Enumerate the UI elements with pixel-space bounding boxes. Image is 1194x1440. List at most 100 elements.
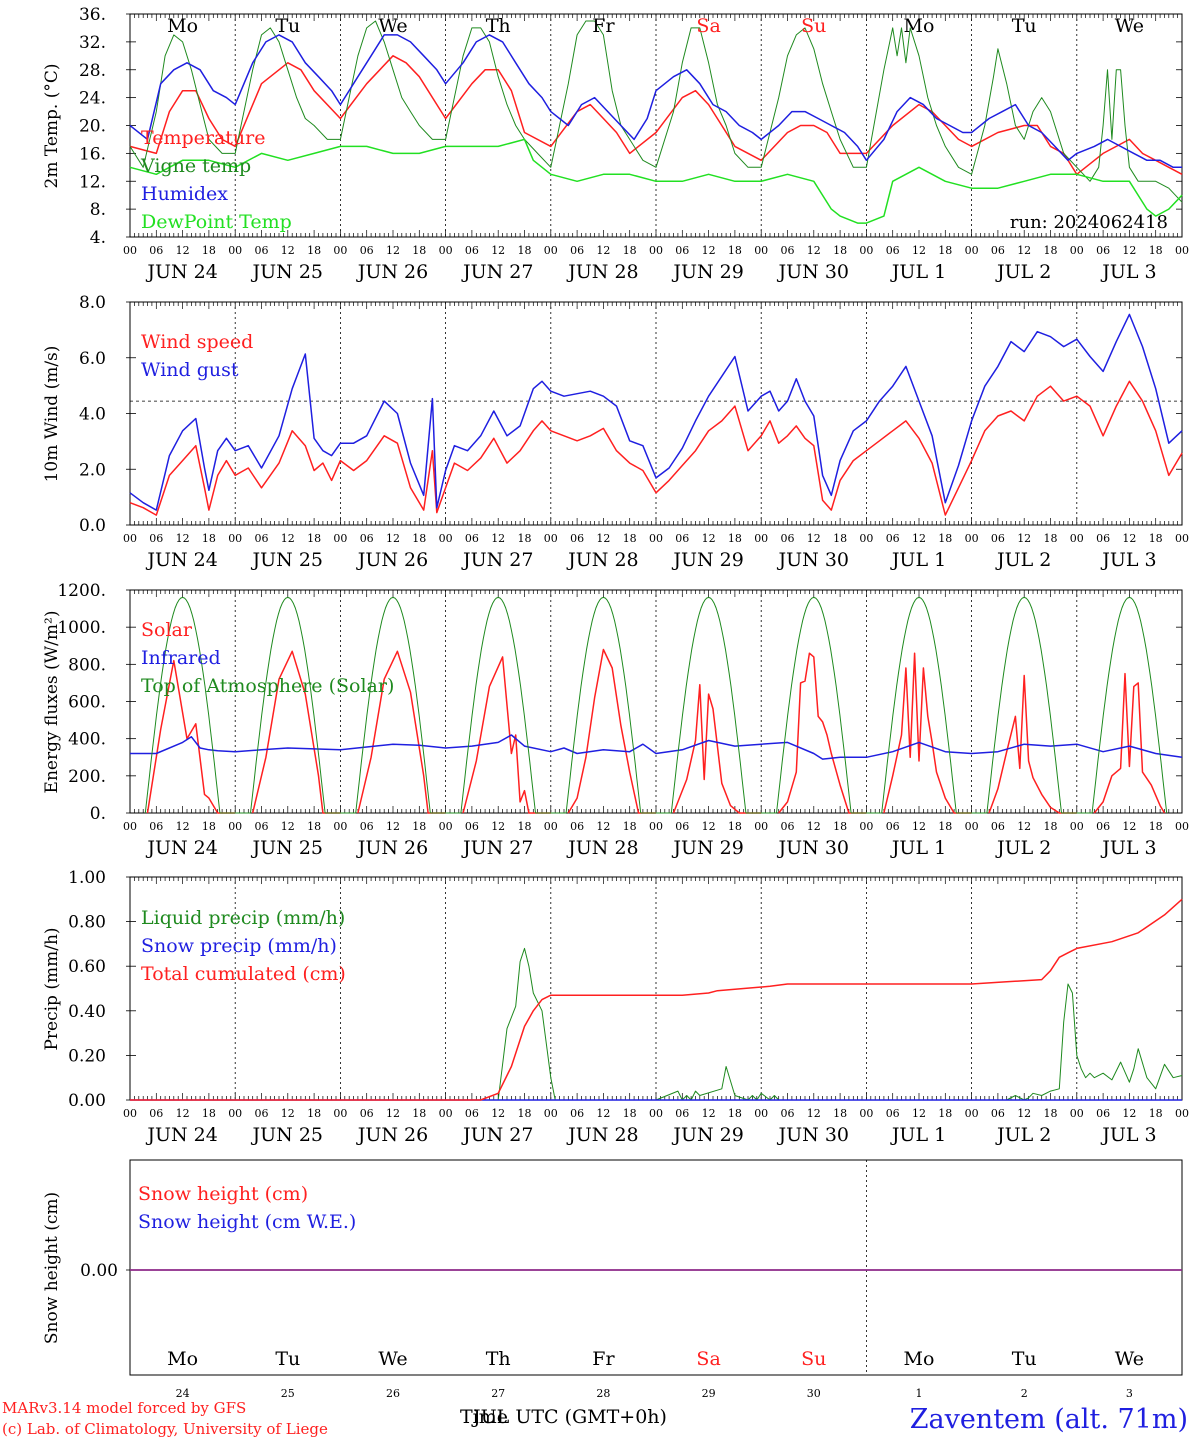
date-label: JUN 24 <box>145 837 217 859</box>
weekday-label: Tu <box>275 15 300 37</box>
hour-tick-label: 06 <box>991 820 1005 833</box>
hour-tick-label: 12 <box>281 244 295 257</box>
hour-tick-label: 00 <box>123 244 137 257</box>
date-label: JUL 1 <box>890 261 946 283</box>
date-label: JUN 26 <box>356 261 428 283</box>
weekday-label: Th <box>486 1348 511 1370</box>
hour-tick-label: 06 <box>1096 244 1110 257</box>
legend-entry: Snow precip (mm/h) <box>141 935 337 957</box>
hour-tick-label: 06 <box>1096 1107 1110 1120</box>
hour-tick-label: 00 <box>965 532 979 545</box>
series-line-solar <box>146 648 1166 814</box>
hour-tick-label: 00 <box>544 532 558 545</box>
hour-tick-label: 18 <box>307 244 321 257</box>
panel-4: 00 06 12 18 00 06 12 18 00 06 12 18 00 06 12 18 00 06 12 18… <box>42 868 1189 1146</box>
weekday-label: We <box>378 15 407 37</box>
hour-tick-label: 18 <box>833 820 847 833</box>
hour-tick-label: 06 <box>675 1107 689 1120</box>
hour-tick-label: 06 <box>675 532 689 545</box>
hour-tick-label: 00 <box>965 820 979 833</box>
station-name: Zaventem (alt. 71m) <box>910 1404 1188 1435</box>
hour-tick-label: 18 <box>412 1107 426 1120</box>
hour-tick-label: 12 <box>176 1107 190 1120</box>
hour-tick-label: 18 <box>307 532 321 545</box>
hour-tick-label: 12 <box>702 244 716 257</box>
hour-tick-label: 06 <box>1096 820 1110 833</box>
y-tick-label: 0.80 <box>68 913 106 933</box>
hour-tick-label: 18 <box>518 244 532 257</box>
hour-tick-label: 18 <box>728 532 742 545</box>
series-line-vigne-temp <box>129 20 1183 203</box>
hour-tick-label: 12 <box>491 1107 505 1120</box>
date-label: JUN 26 <box>356 1124 428 1146</box>
hour-tick-label: 06 <box>991 244 1005 257</box>
hour-tick-label: 18 <box>518 1107 532 1120</box>
hour-tick-label: 00 <box>1175 244 1189 257</box>
date-label: JUL 2 <box>995 549 1051 571</box>
y-tick-label: 0. <box>90 804 106 824</box>
hour-tick-label: 00 <box>754 244 768 257</box>
hour-tick-label: 06 <box>781 820 795 833</box>
date-label: JUN 30 <box>777 261 849 283</box>
y-tick-label: 4. <box>90 228 106 248</box>
hour-tick-label: 12 <box>912 532 926 545</box>
date-label: JUN 25 <box>251 837 323 859</box>
day-number-label: 24 <box>176 1387 190 1400</box>
series-line-temperature <box>129 55 1183 176</box>
weekday-label: Th <box>486 15 511 37</box>
date-label: JUN 28 <box>566 549 638 571</box>
date-label: JUL 3 <box>1100 1124 1156 1146</box>
hour-tick-label: 06 <box>886 244 900 257</box>
hour-tick-label: 06 <box>886 820 900 833</box>
hour-tick-label: 00 <box>1175 820 1189 833</box>
hour-tick-label: 06 <box>886 532 900 545</box>
panel-2: 00 06 12 18 00 06 12 18 00 06 12 18 00 06 12 18 00 06 12 18… <box>42 293 1189 571</box>
hour-tick-label: 12 <box>1017 820 1031 833</box>
y-axis-label: 2m Temp. (°C) <box>42 63 62 188</box>
hour-tick-label: 12 <box>386 244 400 257</box>
legend-entry: Snow height (cm W.E.) <box>138 1211 356 1233</box>
date-label: JUN 24 <box>145 1124 217 1146</box>
hour-tick-label: 06 <box>255 820 269 833</box>
hour-tick-label: 18 <box>412 244 426 257</box>
hour-tick-label: 06 <box>255 1107 269 1120</box>
hour-tick-label: 18 <box>1149 1107 1163 1120</box>
series-line-total-cumulated-cm- <box>130 898 1183 1101</box>
series-line-wind-speed <box>129 380 1183 516</box>
hour-tick-label: 18 <box>623 532 637 545</box>
hour-tick-label: 18 <box>623 820 637 833</box>
hour-tick-label: 12 <box>281 1107 295 1120</box>
hour-tick-label: 00 <box>965 1107 979 1120</box>
date-label: JUL 3 <box>1100 837 1156 859</box>
weekday-label: Tu <box>1012 1348 1037 1370</box>
date-label: JUN 27 <box>461 837 533 859</box>
hour-tick-label: 06 <box>886 1107 900 1120</box>
hour-tick-label: 18 <box>623 244 637 257</box>
hour-tick-label: 18 <box>518 532 532 545</box>
hour-tick-label: 12 <box>386 1107 400 1120</box>
hour-tick-label: 00 <box>333 244 347 257</box>
y-tick-label: 4.0 <box>79 405 106 425</box>
date-label: JUN 28 <box>566 837 638 859</box>
date-label: JUN 26 <box>356 837 428 859</box>
hour-tick-label: 00 <box>439 244 453 257</box>
y-tick-label: 1000. <box>57 618 106 638</box>
y-tick-label: 20. <box>79 117 106 137</box>
date-label: JUL 2 <box>995 261 1051 283</box>
hour-tick-label: 00 <box>649 244 663 257</box>
hour-tick-label: 18 <box>938 244 952 257</box>
y-axis-label: 10m Wind (m/s) <box>42 346 62 483</box>
y-tick-label: 12. <box>79 172 106 192</box>
date-label: JUN 24 <box>145 261 217 283</box>
hour-tick-label: 18 <box>728 244 742 257</box>
legend-entry: Infrared <box>141 647 221 669</box>
hour-tick-label: 06 <box>675 820 689 833</box>
hour-tick-label: 12 <box>1017 532 1031 545</box>
y-tick-label: 2.0 <box>79 460 106 480</box>
y-tick-label: 1.00 <box>68 868 106 888</box>
y-tick-label: 200. <box>68 767 106 787</box>
hour-tick-label: 06 <box>465 244 479 257</box>
legend-entry: Snow height (cm) <box>138 1183 308 1205</box>
hour-tick-label: 12 <box>1122 244 1136 257</box>
